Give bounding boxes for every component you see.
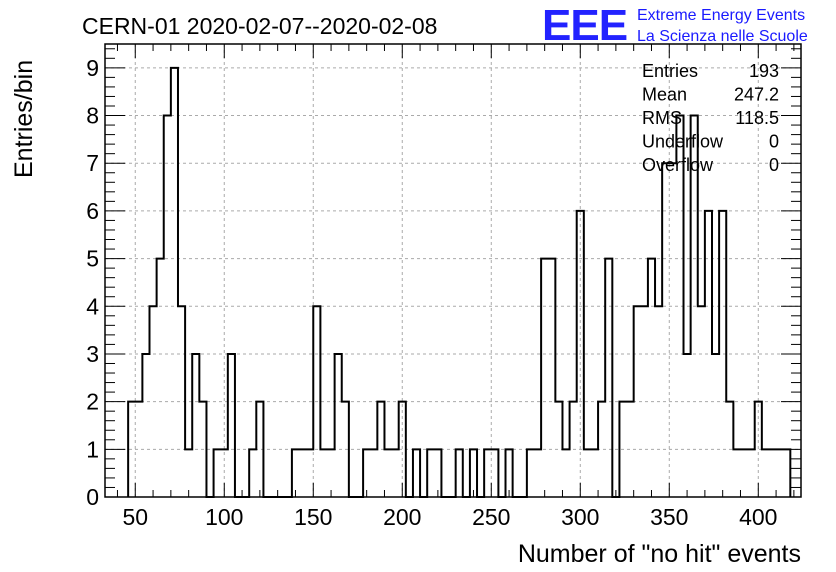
y-tick-label: 0	[86, 484, 99, 510]
histogram-outline	[127, 66, 792, 498]
histogram-bar	[783, 449, 790, 497]
stats-value: 193	[749, 61, 779, 81]
stats-value: 118.5	[735, 108, 779, 128]
histogram-bar	[470, 449, 477, 497]
stats-label: RMS	[642, 108, 682, 128]
histogram-bar	[591, 449, 598, 497]
logo-mark: EEE	[542, 1, 627, 50]
histogram-bar	[712, 354, 719, 497]
histogram-bar	[320, 449, 327, 497]
histogram-bar	[328, 449, 335, 497]
histogram-bar	[171, 68, 178, 497]
eee-logo: EEE Extreme Energy Events La Scienza nel…	[542, 1, 808, 50]
y-tick-label: 2	[86, 389, 99, 415]
histogram-bar	[562, 449, 569, 497]
histogram-bar	[484, 449, 491, 497]
histogram-bar	[434, 449, 441, 497]
plot-border	[104, 43, 802, 498]
x-tick-label: 250	[472, 504, 510, 530]
histogram-bar	[669, 163, 676, 497]
histogram-bar	[456, 449, 463, 497]
x-tick-label: 100	[205, 504, 243, 530]
stats-value: 0	[769, 155, 779, 175]
logo-line-2: La Scienza nelle Scuole	[637, 28, 808, 45]
x-tick-label: 300	[561, 504, 599, 530]
histogram-bar	[684, 354, 691, 497]
stats-value: 247.2	[734, 85, 779, 105]
histogram-bar	[776, 449, 783, 497]
x-tick-label: 200	[383, 504, 421, 530]
histogram-bar	[185, 449, 192, 497]
histogram-bar	[769, 449, 776, 497]
histogram-bar	[306, 449, 313, 497]
y-tick-label: 5	[86, 246, 99, 272]
histogram-bar	[541, 259, 548, 497]
histogram-bar	[363, 449, 370, 497]
histogram-bar	[427, 449, 434, 497]
y-axis-label: Entries/bin	[10, 60, 38, 178]
histogram-bar	[605, 259, 612, 497]
histogram-bar	[733, 449, 740, 497]
histogram-bar	[548, 259, 555, 497]
chart-title: CERN-01 2020-02-07--2020-02-08	[82, 13, 437, 39]
x-tick-label: 50	[122, 504, 148, 530]
histogram-bar	[249, 449, 256, 497]
x-axis-ticks: 50 100 150 200 250 300 350 400	[116, 44, 795, 530]
histogram-bar	[192, 354, 199, 497]
stats-box: Entries 193 Mean 247.2 RMS 118.5 Underflow 0 Ove…	[642, 61, 779, 175]
x-tick-label: 350	[650, 504, 688, 530]
stats-label: Entries	[642, 61, 698, 81]
stats-value: 0	[769, 132, 779, 152]
stats-label: Underflow	[642, 132, 724, 152]
y-tick-label: 4	[86, 293, 99, 319]
grid-lines	[105, 44, 801, 497]
histogram-bar	[413, 449, 420, 497]
y-tick-label: 8	[86, 103, 99, 129]
y-tick-label: 3	[86, 341, 99, 367]
histogram-bar	[157, 259, 164, 497]
histogram-bar	[392, 449, 399, 497]
histogram-bar	[299, 449, 306, 497]
histogram-bar	[762, 449, 769, 497]
histogram-bar	[527, 449, 534, 497]
histogram-bar	[292, 449, 299, 497]
histogram-bar	[748, 449, 755, 497]
histogram-bar	[648, 259, 655, 497]
histogram-bar	[370, 449, 377, 497]
histogram-bar	[335, 354, 342, 497]
plot-frame	[104, 43, 802, 498]
stats-label: Overflow	[642, 155, 714, 175]
histogram-bar	[491, 449, 498, 497]
histogram-bar	[384, 449, 391, 497]
y-tick-label: 7	[86, 150, 99, 176]
histogram-bar	[142, 354, 149, 497]
x-tick-label: 150	[294, 504, 332, 530]
logo-line-1: Extreme Energy Events	[637, 7, 805, 24]
histogram-bar	[214, 449, 221, 497]
x-axis-label: Number of "no hit" events	[518, 540, 801, 568]
histogram-bar	[584, 449, 591, 497]
histogram-bar	[534, 449, 541, 497]
y-tick-label: 9	[86, 55, 99, 81]
y-tick-label: 1	[86, 436, 99, 462]
stats-label: Mean	[642, 85, 687, 105]
histogram-bar	[740, 449, 747, 497]
histogram-bar	[506, 449, 513, 497]
histogram-bar	[662, 163, 669, 497]
y-axis-ticks: 0 1 2 3 4 5 6 7 8 9	[86, 48, 801, 510]
histogram-bar	[228, 354, 235, 497]
y-tick-label: 6	[86, 198, 99, 224]
x-tick-label: 400	[739, 504, 777, 530]
